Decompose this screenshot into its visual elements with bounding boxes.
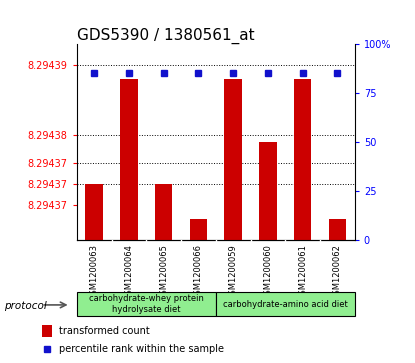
Text: carbohydrate-whey protein
hydrolysate diet: carbohydrate-whey protein hydrolysate di… [89, 294, 204, 314]
Text: GSM1200060: GSM1200060 [264, 244, 272, 300]
Text: GSM1200065: GSM1200065 [159, 244, 168, 300]
Bar [120, 78, 138, 240]
Text: GSM1200064: GSM1200064 [124, 244, 133, 300]
Text: protocol: protocol [4, 301, 47, 311]
Text: GSM1200062: GSM1200062 [333, 244, 342, 300]
Text: GSM1200063: GSM1200063 [90, 244, 99, 300]
Text: percentile rank within the sample: percentile rank within the sample [59, 344, 224, 354]
Bar [190, 219, 207, 240]
Text: GSM1200066: GSM1200066 [194, 244, 203, 300]
Bar [85, 184, 103, 240]
Text: GSM1200061: GSM1200061 [298, 244, 307, 300]
Bar [77, 292, 216, 316]
Bar [216, 292, 355, 316]
Text: GSM1200059: GSM1200059 [229, 244, 238, 299]
Text: carbohydrate-amino acid diet: carbohydrate-amino acid diet [223, 299, 348, 309]
Bar [225, 78, 242, 240]
Bar [42, 325, 52, 337]
Text: transformed count: transformed count [59, 326, 150, 336]
Bar [155, 184, 172, 240]
Text: GDS5390 / 1380561_at: GDS5390 / 1380561_at [77, 27, 254, 44]
Bar [294, 78, 311, 240]
Bar [259, 142, 277, 240]
Bar [329, 219, 346, 240]
